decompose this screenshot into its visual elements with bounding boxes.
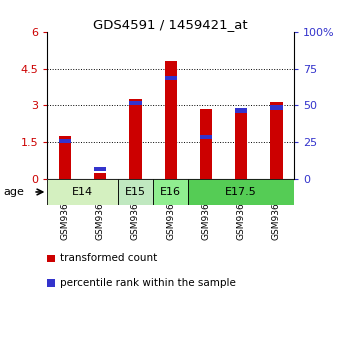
Bar bbox=[94, 167, 106, 171]
Text: percentile rank within the sample: percentile rank within the sample bbox=[60, 278, 236, 288]
Bar bbox=[200, 109, 212, 179]
Bar bbox=[47, 179, 118, 205]
Bar bbox=[129, 99, 142, 179]
Text: age: age bbox=[3, 187, 24, 197]
Bar bbox=[270, 102, 283, 179]
Bar bbox=[129, 101, 142, 105]
Bar bbox=[153, 179, 188, 205]
Text: transformed count: transformed count bbox=[60, 253, 157, 263]
Bar bbox=[235, 108, 247, 113]
Bar bbox=[270, 105, 283, 110]
Bar bbox=[118, 179, 153, 205]
Bar bbox=[165, 61, 177, 179]
Text: E17.5: E17.5 bbox=[225, 187, 257, 197]
Title: GDS4591 / 1459421_at: GDS4591 / 1459421_at bbox=[93, 18, 248, 31]
Bar bbox=[59, 136, 71, 179]
Bar bbox=[200, 135, 212, 139]
Text: E14: E14 bbox=[72, 187, 93, 197]
Bar bbox=[94, 172, 106, 179]
Text: E15: E15 bbox=[125, 187, 146, 197]
Bar bbox=[235, 109, 247, 179]
Bar bbox=[59, 139, 71, 143]
Text: E16: E16 bbox=[160, 187, 181, 197]
Bar bbox=[165, 76, 177, 80]
Bar bbox=[188, 179, 294, 205]
